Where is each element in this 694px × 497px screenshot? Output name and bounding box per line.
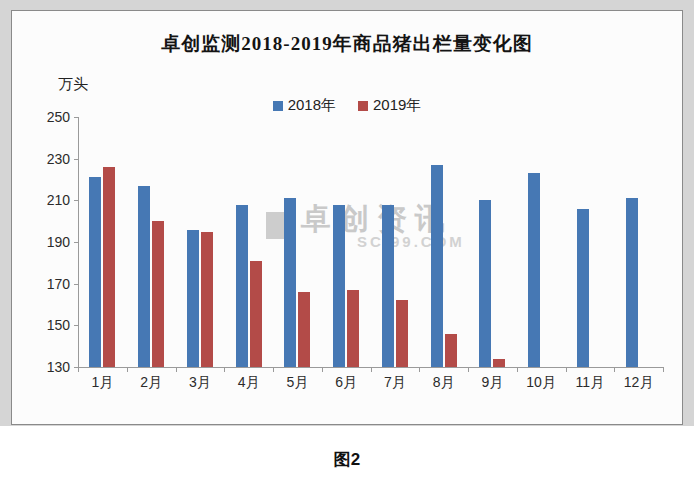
- x-tick-label-2月: 2月: [127, 374, 176, 390]
- x-tick-mark-5: [322, 368, 323, 372]
- figure-caption: 图2: [0, 448, 694, 471]
- bar-2019年-5月: [298, 292, 310, 367]
- x-tick-label-1月: 1月: [78, 374, 127, 390]
- x-tick-mark-0: [78, 368, 79, 372]
- chart-panel: 卓创监测2018-2019年商品猪出栏量变化图 万头 2018年 2019年 卓…: [11, 10, 683, 425]
- x-tick-mark-11: [614, 368, 615, 372]
- x-tick-mark-3: [224, 368, 225, 372]
- x-tick-mark-2: [176, 368, 177, 372]
- bar-2018年-5月: [284, 198, 296, 367]
- bar-2019年-3月: [201, 232, 213, 367]
- x-tick-label-7月: 7月: [371, 374, 420, 390]
- bar-2019年-4月: [250, 261, 262, 367]
- x-tick-label-10月: 10月: [517, 374, 566, 390]
- bar-2018年-10月: [528, 173, 540, 367]
- y-tick-mark-210: [74, 200, 78, 201]
- x-tick-mark-12: [663, 368, 664, 372]
- x-tick-label-12月: 12月: [614, 374, 663, 390]
- bar-2018年-2月: [138, 186, 150, 367]
- legend-label-2018: 2018年: [288, 96, 336, 115]
- x-tick-label-3月: 3月: [176, 374, 225, 390]
- chart-title: 卓创监测2018-2019年商品猪出栏量变化图: [12, 31, 682, 57]
- bar-2018年-11月: [577, 209, 589, 367]
- bar-2019年-9月: [493, 359, 505, 367]
- x-tick-mark-1: [127, 368, 128, 372]
- y-tick-label-170: 170: [12, 277, 70, 291]
- y-axis-unit-label: 万头: [58, 75, 88, 94]
- y-tick-mark-190: [74, 242, 78, 243]
- x-tick-label-9月: 9月: [468, 374, 517, 390]
- legend-swatch-2018: [273, 101, 283, 111]
- x-tick-label-11月: 11月: [566, 374, 615, 390]
- x-tick-label-6月: 6月: [322, 374, 371, 390]
- y-tick-label-150: 150: [12, 318, 70, 332]
- bar-2018年-12月: [626, 198, 638, 367]
- bar-2018年-9月: [479, 200, 491, 367]
- bar-2019年-7月: [396, 300, 408, 367]
- x-tick-mark-9: [517, 368, 518, 372]
- y-tick-label-210: 210: [12, 193, 70, 207]
- x-tick-mark-7: [419, 368, 420, 372]
- y-tick-label-190: 190: [12, 235, 70, 249]
- legend-item-2019: 2019年: [358, 96, 421, 115]
- legend-swatch-2019: [358, 101, 368, 111]
- x-tick-mark-4: [273, 368, 274, 372]
- bar-2018年-3月: [187, 230, 199, 368]
- y-tick-label-130: 130: [12, 360, 70, 374]
- legend-label-2019: 2019年: [373, 96, 421, 115]
- x-tick-mark-8: [468, 368, 469, 372]
- x-tick-label-5月: 5月: [273, 374, 322, 390]
- bar-2019年-8月: [445, 334, 457, 367]
- chart-legend: 2018年 2019年: [12, 96, 682, 115]
- x-tick-label-4月: 4月: [224, 374, 273, 390]
- x-tick-mark-6: [371, 368, 372, 372]
- x-tick-mark-10: [566, 368, 567, 372]
- legend-item-2018: 2018年: [273, 96, 336, 115]
- y-tick-label-230: 230: [12, 152, 70, 166]
- bar-2018年-1月: [89, 177, 101, 367]
- bar-2018年-7月: [382, 205, 394, 368]
- bar-2018年-8月: [431, 165, 443, 367]
- bar-2018年-4月: [236, 205, 248, 368]
- y-tick-mark-230: [74, 159, 78, 160]
- y-tick-mark-150: [74, 325, 78, 326]
- bar-2018年-6月: [333, 205, 345, 368]
- y-tick-mark-250: [74, 117, 78, 118]
- bar-2019年-1月: [103, 167, 115, 367]
- x-tick-label-8月: 8月: [419, 374, 468, 390]
- bar-2019年-2月: [152, 221, 164, 367]
- y-tick-mark-170: [74, 284, 78, 285]
- bar-2019年-6月: [347, 290, 359, 367]
- y-tick-label-250: 250: [12, 110, 70, 124]
